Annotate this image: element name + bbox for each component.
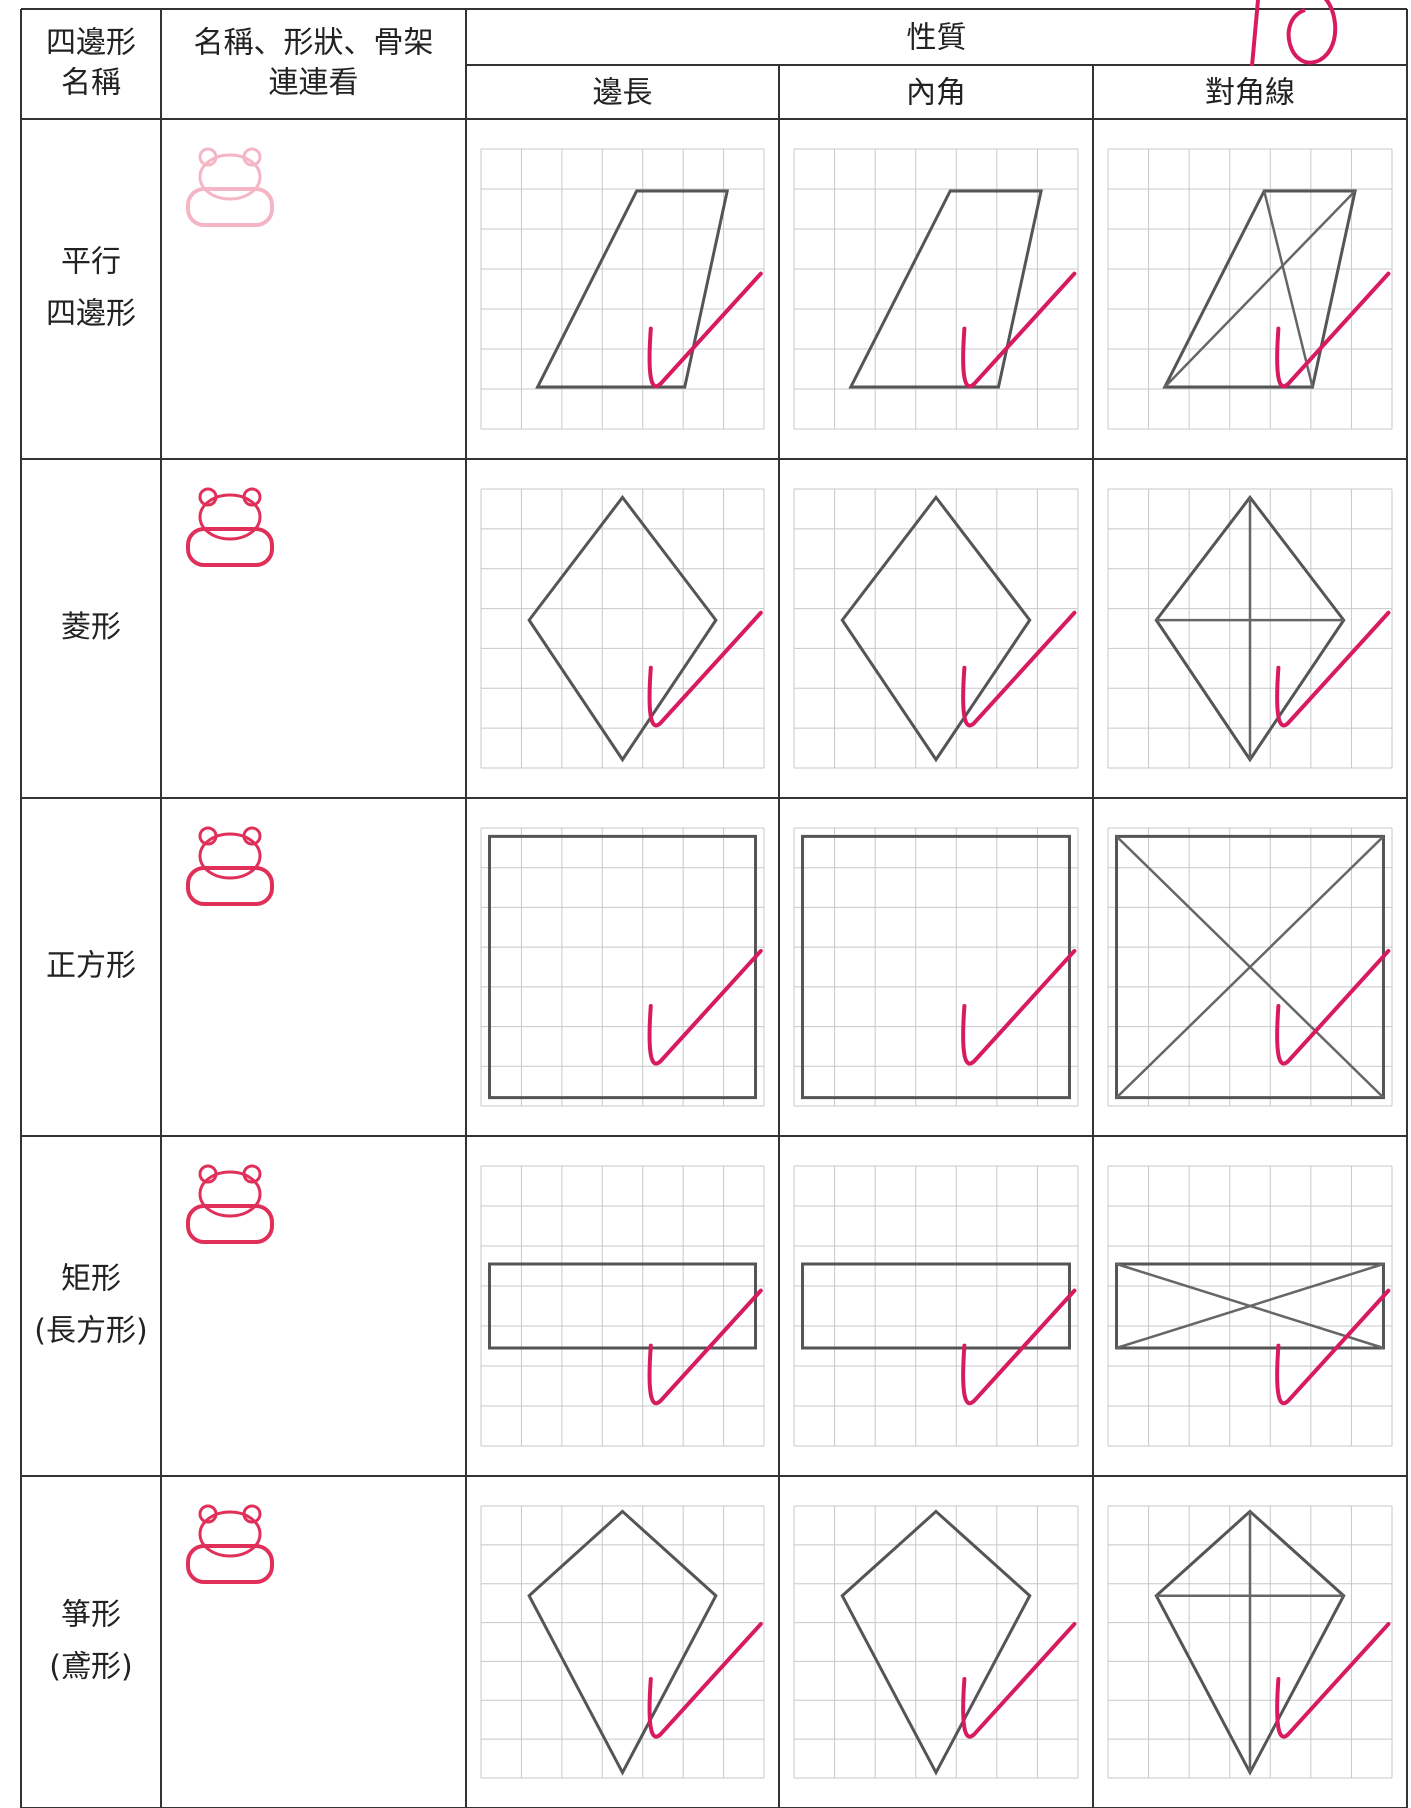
stamp-ear — [198, 1504, 218, 1524]
stamp-ear — [242, 1164, 262, 1184]
check-mark — [961, 610, 1077, 728]
stamp-sign — [186, 527, 274, 567]
stamp-head — [198, 1510, 262, 1558]
check-mark — [1275, 948, 1391, 1066]
check-mark — [961, 948, 1077, 1066]
pencil-shape — [487, 834, 758, 1100]
row-name: 正方形 — [46, 949, 136, 984]
pencil-diagonal — [1116, 1262, 1384, 1350]
grid-paper — [480, 827, 765, 1107]
check-mark — [647, 948, 763, 1066]
column-header: 邊長 — [593, 76, 653, 111]
grid-paper — [1107, 1165, 1393, 1447]
stamp-head — [198, 1170, 262, 1218]
pencil-diagonal — [1262, 190, 1314, 388]
header-text: 名稱 — [61, 66, 121, 101]
score-mark — [1250, 0, 1260, 67]
good-stamp — [186, 1164, 274, 1244]
score-mark — [1286, 0, 1338, 65]
stamp-sign — [186, 187, 274, 227]
grid-paper — [793, 148, 1079, 430]
pencil-diagonal — [1163, 190, 1356, 388]
pencil-shape — [527, 494, 718, 763]
check-mark — [647, 271, 763, 389]
stamp-head — [198, 493, 262, 541]
check-mark — [961, 1288, 1077, 1406]
grid-paper — [480, 1505, 765, 1779]
stamp-head — [198, 832, 262, 880]
column-header: 對角線 — [1205, 76, 1295, 111]
row-name: 平行 — [61, 245, 121, 280]
check-mark — [647, 1622, 763, 1739]
good-stamp — [186, 826, 274, 906]
stamp-ear — [198, 487, 218, 507]
check-mark — [961, 271, 1077, 389]
row-name: (鳶形) — [49, 1650, 132, 1685]
grid-paper — [1107, 827, 1393, 1107]
pencil-shape — [848, 189, 1043, 389]
check-mark — [1275, 610, 1391, 728]
header-text: 名稱、形狀、骨架 — [194, 26, 434, 61]
check-mark — [1275, 1288, 1391, 1406]
good-stamp — [186, 1504, 274, 1584]
grid-paper — [1107, 148, 1393, 430]
row-name: 矩形 — [61, 1262, 121, 1297]
pencil-shape — [840, 494, 1032, 763]
pencil-shape — [801, 834, 1071, 1100]
header-text: 連連看 — [269, 66, 359, 101]
header-text: 性質 — [907, 21, 967, 56]
good-stamp — [186, 147, 274, 227]
stamp-sign — [186, 1544, 274, 1584]
pencil-diagonal — [1115, 835, 1385, 1099]
stamp-ear — [242, 826, 262, 846]
column-header: 內角 — [906, 76, 966, 111]
row-name: 四邊形 — [46, 297, 136, 332]
stamp-ear — [242, 1504, 262, 1524]
stamp-sign — [186, 866, 274, 906]
pencil-shape — [840, 1509, 1032, 1776]
row-name: (長方形) — [34, 1314, 147, 1349]
stamp-ear — [198, 147, 218, 167]
grid-paper — [480, 488, 765, 769]
pencil-shape — [487, 1262, 758, 1350]
check-mark — [647, 610, 763, 728]
grid-paper — [793, 1505, 1079, 1779]
stamp-head — [198, 153, 262, 201]
stamp-ear — [198, 826, 218, 846]
header-text: 四邊形 — [46, 26, 136, 61]
good-stamp — [186, 487, 274, 567]
pencil-shape — [535, 189, 730, 389]
stamp-ear — [242, 147, 262, 167]
grid-paper — [793, 1165, 1079, 1447]
row-name: 箏形 — [61, 1598, 121, 1633]
stamp-ear — [242, 487, 262, 507]
grid-paper — [793, 827, 1079, 1107]
pencil-shape — [527, 1509, 718, 1776]
check-mark — [647, 1288, 763, 1406]
stamp-ear — [198, 1164, 218, 1184]
check-mark — [1275, 1622, 1391, 1739]
check-mark — [961, 1622, 1077, 1739]
grid-paper — [793, 488, 1079, 769]
row-name: 菱形 — [61, 610, 121, 645]
pencil-shape — [801, 1262, 1071, 1350]
check-mark — [1275, 271, 1391, 389]
grid-paper — [480, 1165, 765, 1447]
grid-paper — [480, 148, 765, 430]
stamp-sign — [186, 1204, 274, 1244]
